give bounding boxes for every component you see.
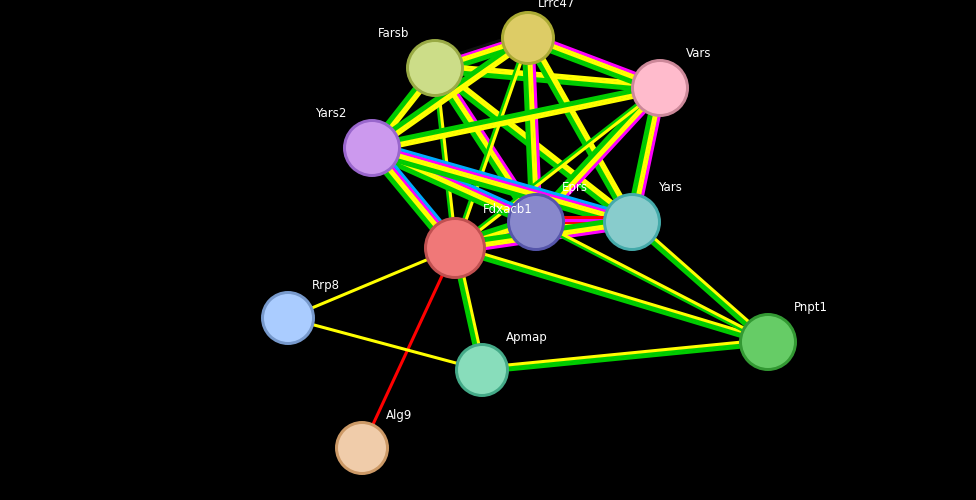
Text: Alg9: Alg9: [386, 409, 413, 422]
Circle shape: [507, 193, 565, 251]
Circle shape: [264, 294, 312, 342]
Text: Rrp8: Rrp8: [312, 279, 340, 292]
Text: Apmap: Apmap: [506, 331, 548, 344]
Circle shape: [338, 424, 386, 472]
Circle shape: [739, 313, 797, 371]
Text: Yars2: Yars2: [314, 107, 346, 120]
Circle shape: [455, 343, 509, 397]
Circle shape: [603, 193, 661, 251]
Circle shape: [424, 217, 486, 279]
Circle shape: [742, 316, 794, 368]
Circle shape: [510, 196, 562, 248]
Circle shape: [458, 346, 506, 394]
Text: Yars: Yars: [658, 181, 682, 194]
Circle shape: [409, 42, 461, 94]
Circle shape: [261, 291, 315, 345]
Text: Eprs: Eprs: [562, 181, 588, 194]
Text: Fdxacb1: Fdxacb1: [483, 203, 533, 216]
Circle shape: [606, 196, 658, 248]
Circle shape: [631, 59, 689, 117]
Circle shape: [335, 421, 389, 475]
Circle shape: [406, 39, 464, 97]
Circle shape: [346, 122, 398, 174]
Circle shape: [343, 119, 401, 177]
Circle shape: [427, 220, 483, 276]
Text: Lrrc47: Lrrc47: [538, 0, 576, 10]
Circle shape: [634, 62, 686, 114]
Circle shape: [501, 11, 555, 65]
Text: Pnpt1: Pnpt1: [794, 301, 828, 314]
Text: Farsb: Farsb: [378, 27, 409, 40]
Text: Vars: Vars: [686, 47, 712, 60]
Circle shape: [504, 14, 552, 62]
